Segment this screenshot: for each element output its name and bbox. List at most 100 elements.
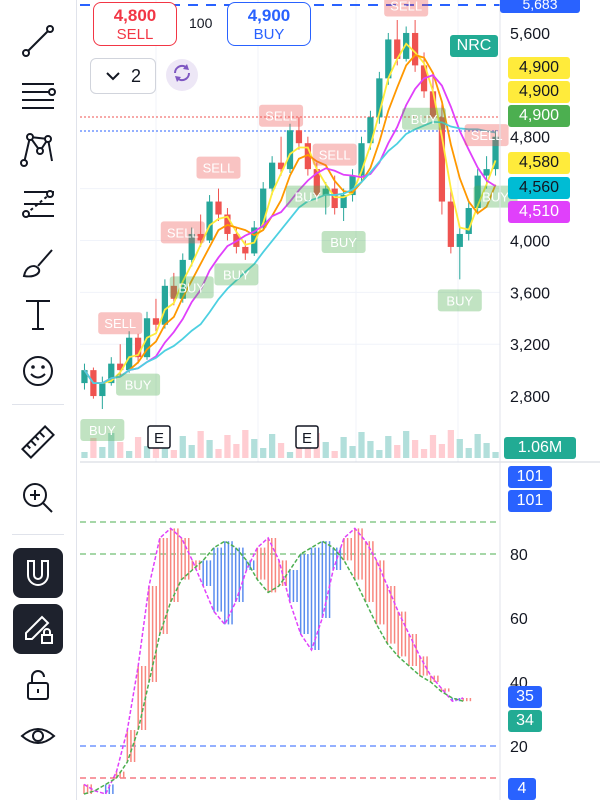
ruler-icon[interactable] [10, 418, 66, 466]
volume-bar [304, 447, 311, 458]
stoch-label-2: 101 [508, 490, 552, 512]
line-tool-icon[interactable] [10, 17, 66, 65]
signal-box [464, 124, 509, 147]
price-tick: 3,200 [510, 337, 550, 354]
signal-box [196, 156, 241, 179]
signal-text: BUY [446, 293, 473, 308]
sell-button[interactable]: 4,800 SELL [93, 2, 177, 46]
signal-box [312, 143, 357, 166]
eye-icon[interactable] [10, 712, 66, 760]
volume-bar [206, 440, 213, 458]
candle-body [349, 175, 356, 196]
candle-body [429, 91, 437, 118]
signal-box [160, 221, 205, 244]
sell-label: SELL [116, 26, 154, 43]
volume-bar [403, 431, 410, 458]
candle-body [403, 32, 410, 59]
signal-text: SELL [167, 225, 199, 240]
stoch-d-label: 34 [508, 710, 542, 732]
volume-bar [420, 449, 428, 458]
signal-text: BUY [482, 190, 509, 205]
price-label-magenta: 4,510 [508, 201, 570, 223]
candle-body [474, 175, 481, 209]
price-chart[interactable]: 5,6004,8004,4004,0003,6003,2002,800BUYSE… [80, 0, 600, 800]
signal-box [437, 289, 482, 312]
chevron-down-icon [105, 66, 121, 87]
signal-box [285, 185, 330, 208]
drawing-toolbar [0, 0, 77, 800]
volume-bar [411, 440, 419, 458]
volume-bar [260, 448, 267, 458]
signal-text: SELL [319, 148, 351, 163]
unlock-icon[interactable] [10, 661, 66, 709]
signal-box [259, 104, 304, 127]
buy-price: 4,900 [247, 6, 291, 25]
price-label-yellow2: 4,900 [508, 81, 570, 103]
volume-bar [349, 446, 356, 458]
candle-body [161, 285, 169, 325]
candle-body [277, 162, 285, 170]
signal-text: BUY [125, 378, 152, 393]
candle-body [206, 201, 213, 241]
volume-bar [492, 452, 499, 458]
sync-icon [171, 62, 193, 89]
candle-body [251, 227, 258, 254]
volume-bar [385, 436, 392, 458]
candle-body [108, 363, 115, 384]
magnet-icon[interactable] [13, 548, 63, 598]
volume-bar [117, 442, 124, 458]
volume-bar [358, 432, 365, 458]
volume-bar [161, 441, 169, 458]
signal-buy: BUY [473, 185, 518, 208]
text-icon[interactable] [10, 291, 66, 339]
horizontal-lines-icon[interactable] [10, 70, 66, 118]
sync-button[interactable] [166, 59, 198, 91]
lock-drawing-icon[interactable] [13, 604, 63, 654]
volume-bar [251, 439, 258, 458]
signal-sell: SELL [160, 221, 205, 244]
emoji-icon[interactable] [10, 347, 66, 395]
chart-area[interactable]: 5,6004,8004,4004,0003,6003,2002,800BUYSE… [80, 0, 600, 800]
signal-text: BUY [411, 112, 438, 127]
price-label-cyan: 4,560 [508, 177, 570, 199]
volume-label: 1.06M [504, 437, 576, 459]
buy-button[interactable]: 4,900 BUY [227, 2, 311, 46]
volume-bar [90, 438, 97, 458]
sell-price: 4,800 [113, 6, 157, 25]
price-label-nrc: NRC [450, 35, 498, 57]
volume-bar [474, 434, 481, 458]
volume-bar [134, 437, 142, 458]
earnings-marker: E [295, 425, 319, 449]
candle-body [99, 383, 106, 397]
candle-body [152, 318, 160, 325]
zoom-in-icon[interactable] [10, 474, 66, 522]
volume-bar [340, 437, 347, 458]
layout-selector[interactable]: 2 [90, 58, 156, 94]
volume-bar [126, 451, 133, 458]
stoch-label-1: 101 [508, 466, 552, 488]
signal-box [473, 185, 518, 208]
signal-box [98, 312, 143, 335]
candle-body [286, 130, 294, 170]
candle-body [269, 162, 276, 189]
moving-average-line [83, 42, 497, 384]
stoch-d-line [83, 540, 464, 795]
fib-retracement-icon[interactable] [10, 180, 66, 228]
stoch-tick: 80 [510, 547, 528, 564]
volume-bar [233, 444, 240, 458]
candle-body [322, 188, 329, 196]
candle-body [170, 285, 177, 299]
volume-bar [269, 434, 276, 458]
signal-text: SELL [104, 316, 136, 331]
volume-bar [242, 430, 249, 458]
pattern-icon[interactable] [10, 125, 66, 173]
volume-bar [215, 449, 222, 458]
brush-icon[interactable] [10, 238, 66, 286]
signal-sell: SELL [98, 312, 143, 335]
volume-bar [81, 452, 88, 458]
signal-text: BUY [89, 423, 116, 438]
volume-bar [465, 448, 472, 458]
candle-body [304, 143, 311, 170]
candle-body [447, 201, 454, 247]
candle-body [81, 370, 88, 384]
